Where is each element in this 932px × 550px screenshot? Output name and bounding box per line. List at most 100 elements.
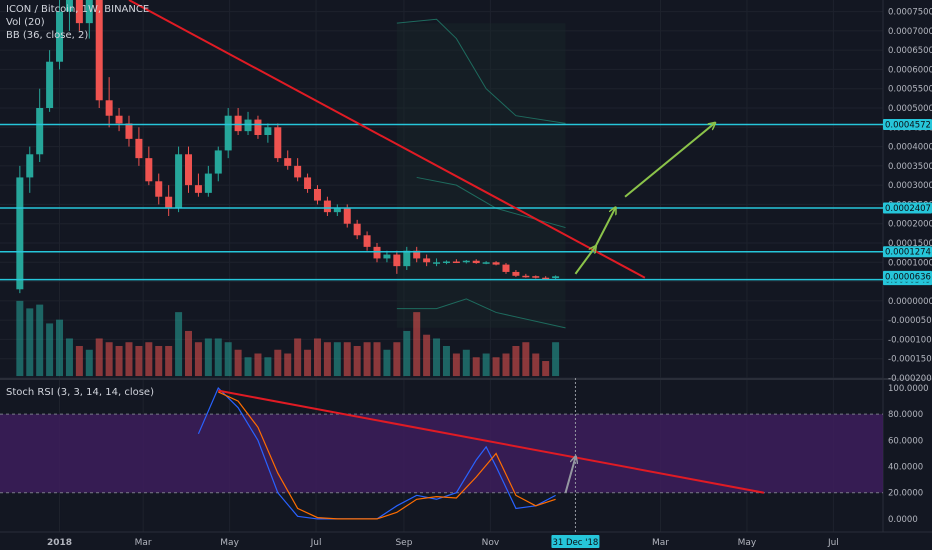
volume-bar <box>26 308 34 377</box>
candle-body[interactable] <box>552 276 560 279</box>
volume-bar <box>145 342 153 377</box>
candle-body[interactable] <box>274 127 282 159</box>
time-tick-label: Mar <box>135 538 152 548</box>
price-tick-label: 0.0007000 <box>888 27 932 37</box>
candle-body[interactable] <box>214 150 222 174</box>
stoch-rsi-tick-label: 20.0000 <box>888 489 923 499</box>
candle-body[interactable] <box>234 115 242 132</box>
stoch-rsi-pane[interactable] <box>0 378 883 532</box>
candle-body[interactable] <box>532 276 540 278</box>
candle-body[interactable] <box>343 208 351 224</box>
candle-body[interactable] <box>472 260 480 264</box>
candle-body[interactable] <box>403 250 411 267</box>
candle-body[interactable] <box>165 196 173 209</box>
candle-body[interactable] <box>383 254 391 259</box>
candle-body[interactable] <box>145 158 153 182</box>
candle-body[interactable] <box>95 0 103 101</box>
candle-body[interactable] <box>65 0 73 12</box>
stoch-rsi-tick-label: 40.0000 <box>888 463 923 473</box>
projection-arrow[interactable] <box>594 208 615 248</box>
volume-bar <box>194 342 202 377</box>
candle-body[interactable] <box>46 61 54 108</box>
stoch-rsi-arrow[interactable] <box>564 457 576 493</box>
volume-bar <box>185 330 193 377</box>
time-tick-label: May <box>220 538 239 548</box>
candle-body[interactable] <box>393 254 401 267</box>
stoch-rsi-k-line[interactable] <box>197 386 556 520</box>
candle-body[interactable] <box>482 262 490 264</box>
time-tick-label: Sep <box>395 538 412 548</box>
bollinger-legend[interactable]: BB (36, close, 2) <box>6 30 89 41</box>
projection-arrow[interactable] <box>624 123 714 198</box>
volume-bar <box>85 349 93 377</box>
candle-body[interactable] <box>452 261 460 264</box>
candle-body[interactable] <box>244 119 252 132</box>
candle-body[interactable] <box>413 250 421 259</box>
candle-body[interactable] <box>115 115 123 124</box>
candle-body[interactable] <box>26 154 34 178</box>
stoch-rsi-band <box>0 414 883 493</box>
candle-body[interactable] <box>304 177 312 189</box>
volume-bar <box>512 345 520 377</box>
bollinger-upper-band <box>396 18 566 124</box>
candle-body[interactable] <box>542 277 550 280</box>
candle-body[interactable] <box>175 154 183 209</box>
candle-body[interactable] <box>313 189 321 201</box>
volume-bar <box>323 342 331 377</box>
projection-arrow[interactable] <box>574 247 595 275</box>
candle-body[interactable] <box>105 100 113 116</box>
candle-body[interactable] <box>264 127 272 135</box>
candle-body[interactable] <box>284 158 292 166</box>
symbol-legend[interactable]: ICON / Bitcoin, 1W, BINANCE <box>6 4 150 15</box>
volume-bar <box>532 353 540 377</box>
candle-body[interactable] <box>373 246 381 259</box>
candle-body[interactable] <box>323 200 331 213</box>
price-tick-label: 0.0003000 <box>888 181 932 191</box>
candle-body[interactable] <box>363 235 371 247</box>
volume-bar <box>502 353 510 377</box>
candle-body[interactable] <box>423 258 431 263</box>
candle-body[interactable] <box>204 173 212 193</box>
candle-body[interactable] <box>492 262 500 265</box>
candle-body[interactable] <box>135 138 143 159</box>
volume-bar <box>224 342 232 377</box>
volume-bar <box>155 345 163 377</box>
price-pane[interactable] <box>0 0 883 377</box>
descending-trendline[interactable] <box>128 0 646 279</box>
stoch-rsi-tick-label: 100.0000 <box>888 384 929 394</box>
candle-body[interactable] <box>333 208 341 213</box>
candle-body[interactable] <box>125 123 133 139</box>
price-tick-label: -0.0000500 <box>888 316 932 326</box>
candle-body[interactable] <box>433 262 441 264</box>
stoch-rsi-legend[interactable]: Stoch RSI (3, 3, 14, 14, close) <box>6 387 154 398</box>
candle-body[interactable] <box>85 0 93 24</box>
candle-body[interactable] <box>194 185 202 193</box>
time-tick-label: Jul <box>827 538 839 548</box>
candle-body[interactable] <box>75 0 83 24</box>
candle-body[interactable] <box>462 260 470 263</box>
candle-body[interactable] <box>254 119 262 135</box>
candle-body[interactable] <box>353 223 361 236</box>
volume-bar <box>284 353 292 377</box>
candle-body[interactable] <box>294 165 302 178</box>
stoch-rsi-d-line[interactable] <box>218 391 556 520</box>
candle-body[interactable] <box>185 154 193 186</box>
candle-body[interactable] <box>442 261 450 264</box>
stoch-rsi-trendline[interactable] <box>218 389 765 494</box>
candle-body[interactable] <box>36 108 44 155</box>
candle-body[interactable] <box>16 177 24 290</box>
price-tick-label: 0.0006500 <box>888 46 932 56</box>
volume-bar <box>313 338 321 377</box>
candle-body[interactable] <box>155 181 163 197</box>
candle-body[interactable] <box>56 11 64 62</box>
candle-body[interactable] <box>512 271 520 276</box>
candle-body[interactable] <box>522 275 530 278</box>
time-tick-label: May <box>738 538 757 548</box>
candle-body[interactable] <box>502 264 510 272</box>
volume-bar <box>264 357 272 377</box>
candle-body[interactable] <box>224 115 232 151</box>
price-tick-label: 0.0005000 <box>888 104 932 114</box>
volume-bar <box>36 304 44 377</box>
volume-legend[interactable]: Vol (20) <box>6 17 45 28</box>
